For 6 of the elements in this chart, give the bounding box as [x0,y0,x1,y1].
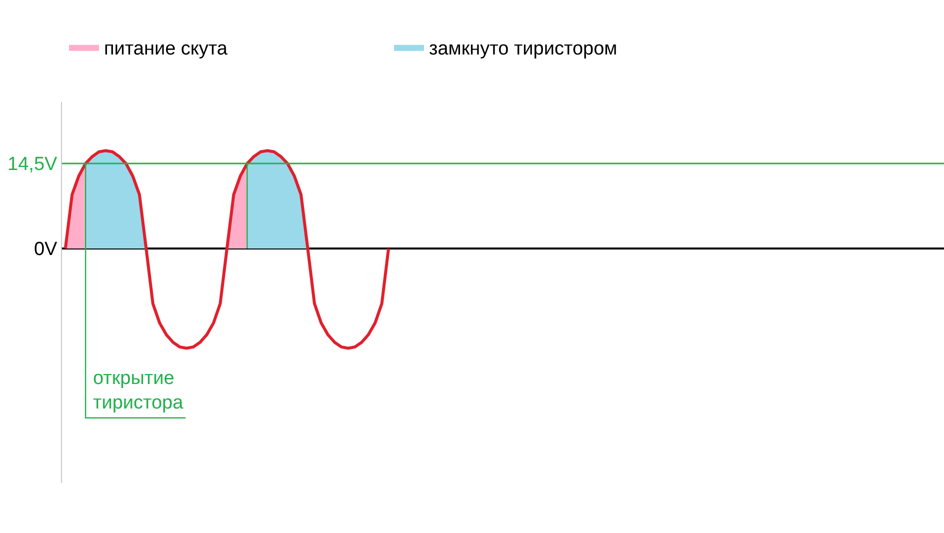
y-tick-label: 14,5V [8,154,58,176]
line-series [64,149,390,350]
legend-label: замкнуто тиристором [429,38,618,60]
annotation: открытие тиристора [93,368,184,414]
legend-label: питание скута [104,38,228,60]
y-tick-label: 0V [34,239,58,260]
